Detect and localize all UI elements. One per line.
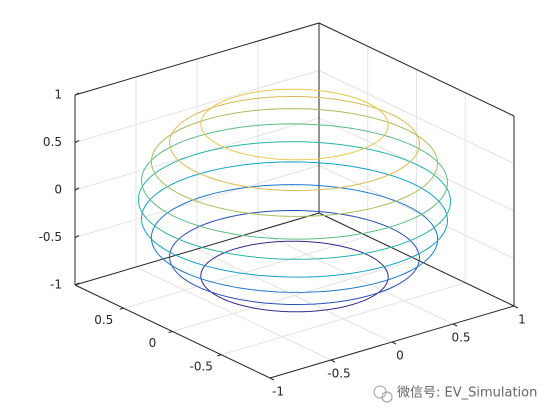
y-tick-label: 0.5 xyxy=(94,313,113,327)
contour-ring xyxy=(200,88,389,161)
z-tick-label: -1 xyxy=(50,278,62,292)
z-tick-label: 1 xyxy=(54,88,62,102)
contour-ring xyxy=(150,184,439,293)
contour-ring xyxy=(169,209,420,306)
axis-box xyxy=(74,212,320,286)
axis-box xyxy=(74,22,320,96)
contour-ring xyxy=(137,141,452,260)
x-tick-label: 0 xyxy=(396,349,404,363)
grid-line xyxy=(74,70,320,143)
y-tick xyxy=(217,354,222,357)
z-tick xyxy=(74,140,80,143)
z-tick xyxy=(74,187,80,191)
contour-ring xyxy=(150,108,439,217)
x-tick xyxy=(330,359,336,363)
contour-ring xyxy=(200,240,389,313)
contour-ring xyxy=(141,161,448,278)
z-tick xyxy=(74,235,80,238)
x-tick xyxy=(391,341,397,345)
x-tick xyxy=(452,323,458,327)
z-tick xyxy=(74,92,80,96)
z-tick xyxy=(74,282,80,286)
y-tick xyxy=(168,331,173,333)
x-tick xyxy=(269,377,275,381)
watermark-icon xyxy=(373,385,393,403)
x-tick xyxy=(513,305,519,309)
z-tick-label: 0 xyxy=(54,183,62,197)
contour-ring xyxy=(169,95,420,192)
contour-ring xyxy=(141,123,448,240)
grid-line xyxy=(172,259,417,332)
axis-box xyxy=(318,212,515,307)
y-tick-label: 0 xyxy=(149,336,157,350)
axis-box xyxy=(318,22,515,117)
watermark: 微信号: EV_Simulation xyxy=(397,386,537,401)
x-tick-label: -0.5 xyxy=(327,367,350,381)
grid-line xyxy=(318,165,515,259)
x-tick-label: 1 xyxy=(518,313,526,327)
z-tick-label: -0.5 xyxy=(39,230,62,244)
x-tick-label: 0.5 xyxy=(451,331,470,345)
grid-line xyxy=(318,70,515,164)
grid-line xyxy=(221,282,466,356)
grid-line xyxy=(123,235,368,309)
z-tick-label: 0.5 xyxy=(43,135,62,149)
y-tick xyxy=(119,307,124,310)
y-tick-label: -0.5 xyxy=(190,359,213,373)
x-tick-label: -1 xyxy=(272,385,284,399)
